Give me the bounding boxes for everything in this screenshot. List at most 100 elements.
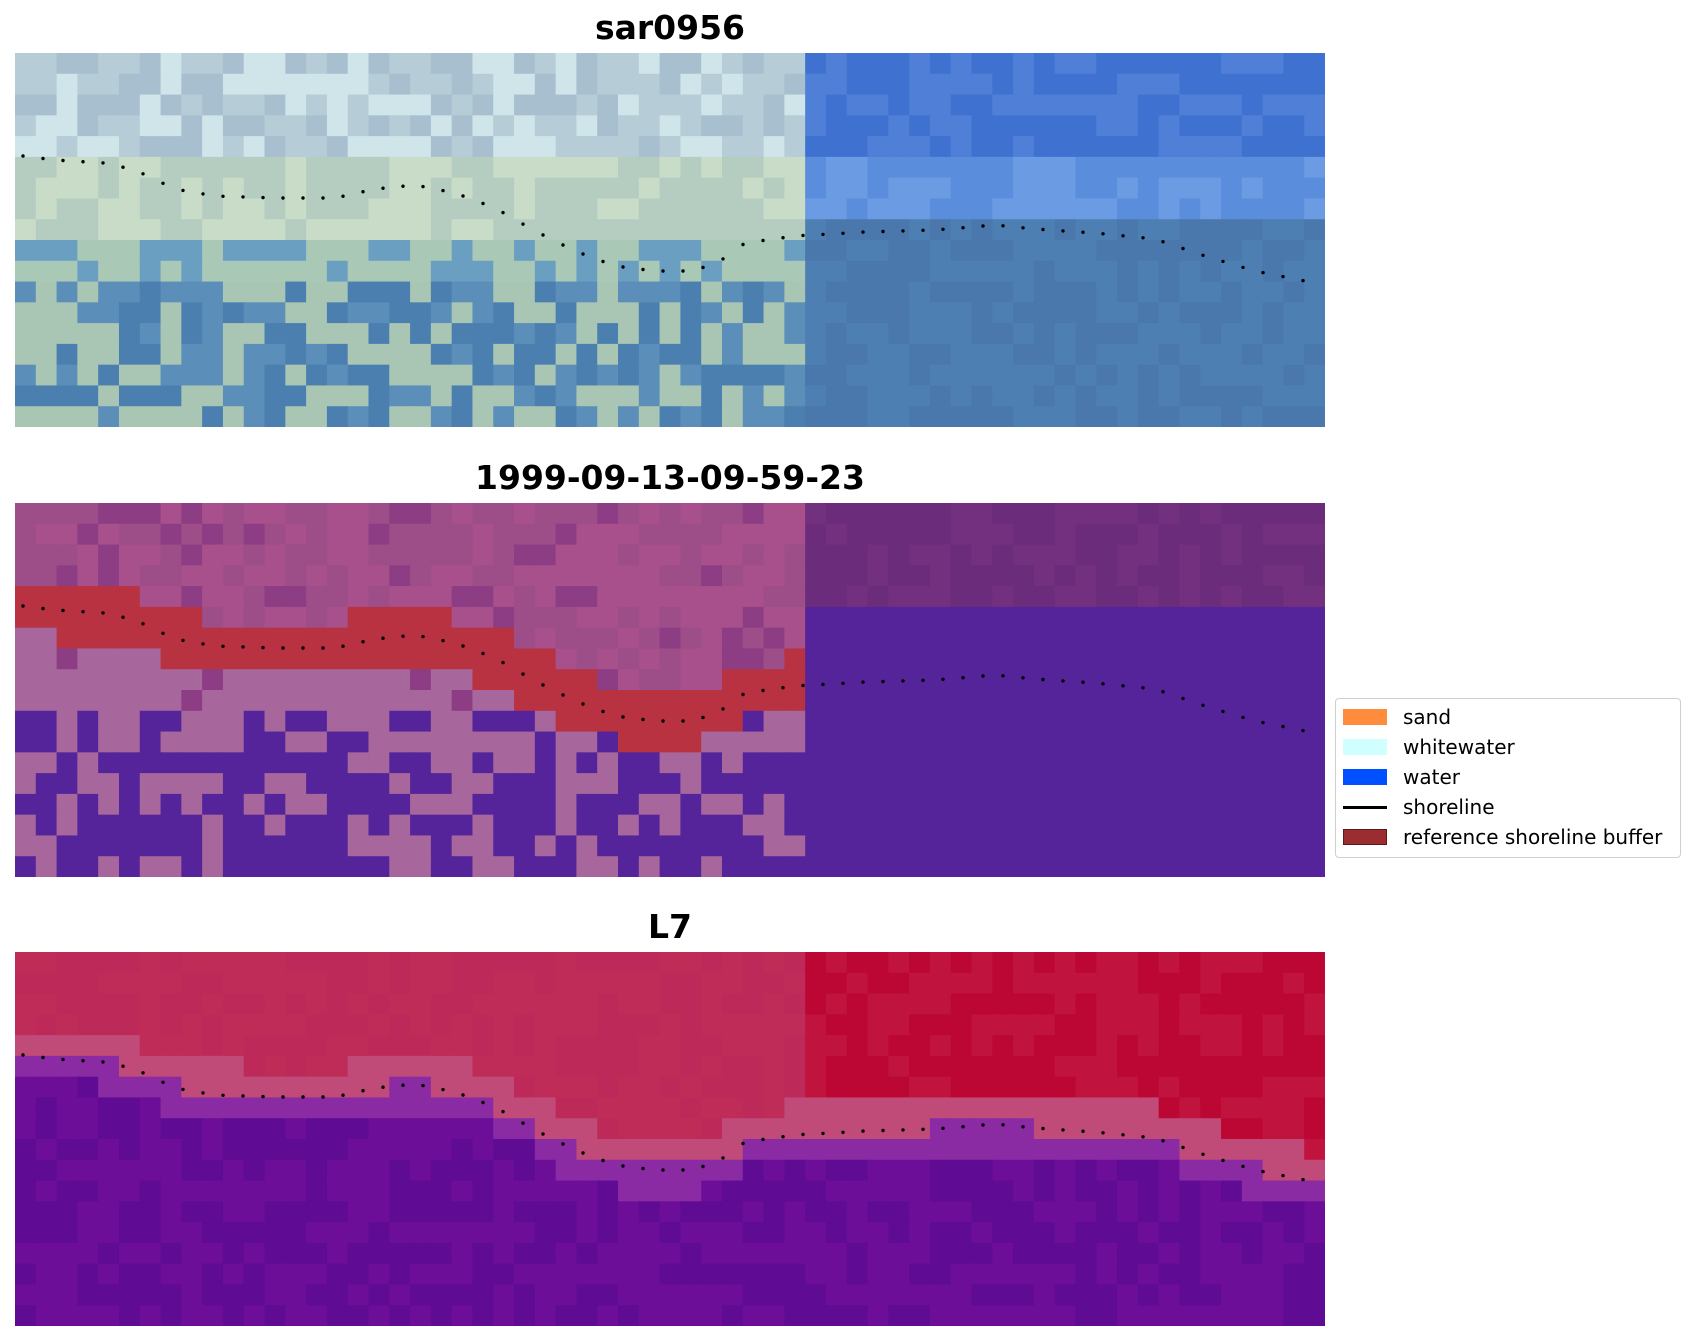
pixel-cell [410, 1201, 432, 1223]
pixel-cell [1304, 136, 1325, 158]
pixel-cell [514, 544, 536, 566]
pixel-cell [202, 856, 224, 877]
pixel-cell [659, 73, 681, 96]
shoreline-point [1141, 686, 1145, 690]
pixel-cell [534, 219, 557, 241]
pixel-cell [784, 503, 806, 525]
pixel-cell [139, 835, 162, 857]
pixel-cell [451, 323, 474, 345]
pixel-cell [742, 1263, 765, 1286]
pixel-cell [1241, 53, 1264, 75]
pixel-cell [1075, 669, 1097, 691]
pixel-cell [846, 219, 869, 241]
shoreline-point [121, 615, 125, 619]
pixel-cell [909, 281, 931, 303]
pixel-cell [1033, 302, 1056, 324]
pixel-cell [929, 1014, 952, 1036]
pixel-cell [1283, 731, 1305, 753]
pixel-cell [763, 136, 785, 158]
shoreline-point [821, 1131, 825, 1136]
pixel-cell [1241, 1014, 1264, 1036]
pixel-cell [659, 385, 681, 407]
pixel-cell [846, 1014, 869, 1036]
index-image [15, 952, 1325, 1326]
pixel-cell [118, 177, 141, 200]
pixel-cell [701, 1305, 723, 1326]
pixel-cell [264, 1055, 286, 1078]
pixel-cell [763, 710, 785, 733]
pixel-cell [742, 731, 765, 753]
pixel-cell [742, 198, 765, 220]
pixel-cell [909, 856, 931, 877]
pixel-cell [451, 710, 474, 733]
pixel-cell [264, 1305, 286, 1326]
pixel-cell [929, 1159, 952, 1182]
pixel-cell [389, 1035, 411, 1057]
pixel-cell [493, 606, 515, 629]
pixel-cell [326, 1055, 349, 1078]
pixel-cell [139, 1035, 162, 1057]
shoreline-point [921, 678, 925, 682]
pixel-cell [1241, 406, 1264, 427]
pixel-cell [389, 523, 411, 546]
pixel-cell [514, 94, 536, 116]
pixel-cell [15, 94, 37, 116]
pixel-cell [77, 385, 99, 407]
pixel-cell [1033, 53, 1056, 75]
pixel-cell [1096, 219, 1118, 241]
pixel-cell [1262, 835, 1285, 857]
pixel-cell [618, 814, 640, 837]
pixel-cell [368, 1139, 390, 1161]
pixel-cell [368, 1222, 390, 1244]
pixel-cell [514, 710, 536, 733]
pixel-cell [202, 648, 224, 670]
pixel-cell [721, 627, 744, 650]
pixel-cell [1221, 1014, 1243, 1036]
pixel-cell [825, 343, 848, 366]
pixel-cell [514, 565, 536, 587]
pixel-cell [1200, 952, 1222, 974]
pixel-cell [1200, 503, 1222, 525]
pixel-cell [534, 1242, 557, 1265]
pixel-cell [451, 606, 474, 629]
shoreline-point [21, 1053, 25, 1057]
pixel-cell [701, 773, 723, 795]
pixel-cell [680, 1263, 702, 1286]
pixel-cell [264, 669, 286, 691]
pixel-cell [909, 53, 931, 75]
pixel-cell [222, 952, 245, 974]
pixel-cell [1075, 952, 1097, 974]
pixel-cell [430, 648, 453, 670]
pixel-cell [410, 1055, 432, 1078]
pixel-cell [805, 1201, 827, 1223]
pixel-cell [514, 972, 536, 995]
pixel-cell [846, 198, 869, 220]
pixel-cell [35, 136, 58, 158]
pixel-cell [389, 814, 411, 837]
pixel-cell [971, 669, 993, 691]
shoreline-point [461, 644, 465, 648]
pixel-cell [929, 972, 952, 995]
pixel-cell [1241, 1139, 1264, 1161]
pixel-cell [1033, 136, 1056, 158]
pixel-cell [618, 835, 640, 857]
pixel-cell [1013, 752, 1035, 774]
pixel-cell [1304, 1014, 1325, 1036]
pixel-cell [742, 1055, 765, 1078]
pixel-cell [389, 1180, 411, 1202]
pixel-cell [1200, 1014, 1222, 1036]
pixel-cell [805, 731, 827, 753]
pixel-cell [680, 606, 702, 629]
shoreline-point [481, 201, 485, 206]
pixel-cell [1033, 1222, 1056, 1244]
pixel-cell [680, 323, 702, 345]
pixel-cell [1075, 586, 1097, 608]
pixel-cell [160, 1305, 182, 1326]
pixel-cell [514, 1201, 536, 1223]
pixel-cell [576, 73, 598, 96]
pixel-cell [721, 565, 744, 587]
pixel-cell [825, 219, 848, 241]
pixel-cell [618, 136, 640, 158]
pixel-cell [56, 835, 78, 857]
shoreline-point [201, 1091, 205, 1095]
